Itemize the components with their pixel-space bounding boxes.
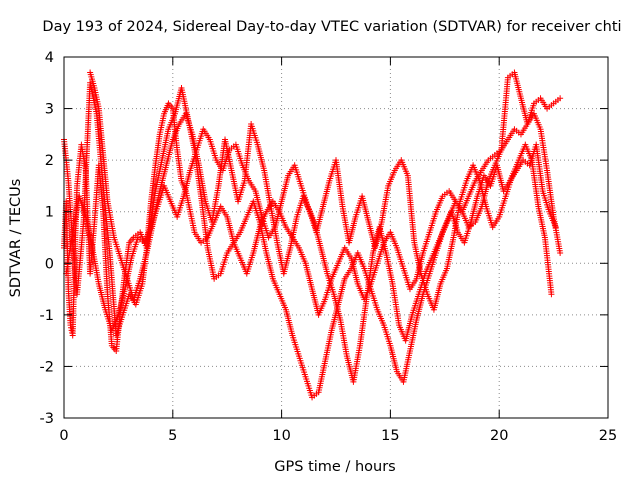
tick-labels: 0 5 10 15 20 25 -3 -2 -1 0 1 2 3 4	[40, 50, 618, 444]
y-tick-label: 4	[45, 50, 54, 66]
x-tick-label: 25	[599, 428, 617, 444]
x-tick-label: 20	[490, 428, 508, 444]
x-tick-label: 10	[272, 428, 290, 444]
x-tick-label: 0	[59, 428, 68, 444]
data-points	[61, 69, 564, 401]
y-tick-label: 0	[45, 256, 54, 272]
y-tick-label: -2	[40, 359, 54, 375]
y-axis-label: SDTVAR / TECUs	[8, 179, 24, 298]
data-point	[552, 224, 559, 231]
axis-ticks	[63, 56, 609, 419]
data-point	[548, 291, 555, 298]
data-point	[557, 95, 564, 102]
y-tick-label: 3	[45, 102, 54, 118]
y-tick-label: 1	[45, 205, 54, 221]
x-tick-label: 15	[381, 428, 399, 444]
chart-title: Day 193 of 2024, Sidereal Day-to-day VTE…	[42, 19, 621, 35]
data-point	[557, 249, 564, 256]
x-axis-label: GPS time / hours	[274, 459, 395, 475]
plot-frame	[63, 56, 609, 419]
y-tick-label: -1	[40, 308, 54, 324]
y-tick-label: 2	[45, 153, 54, 169]
x-tick-label: 5	[168, 428, 177, 444]
y-tick-label: -3	[40, 411, 54, 427]
